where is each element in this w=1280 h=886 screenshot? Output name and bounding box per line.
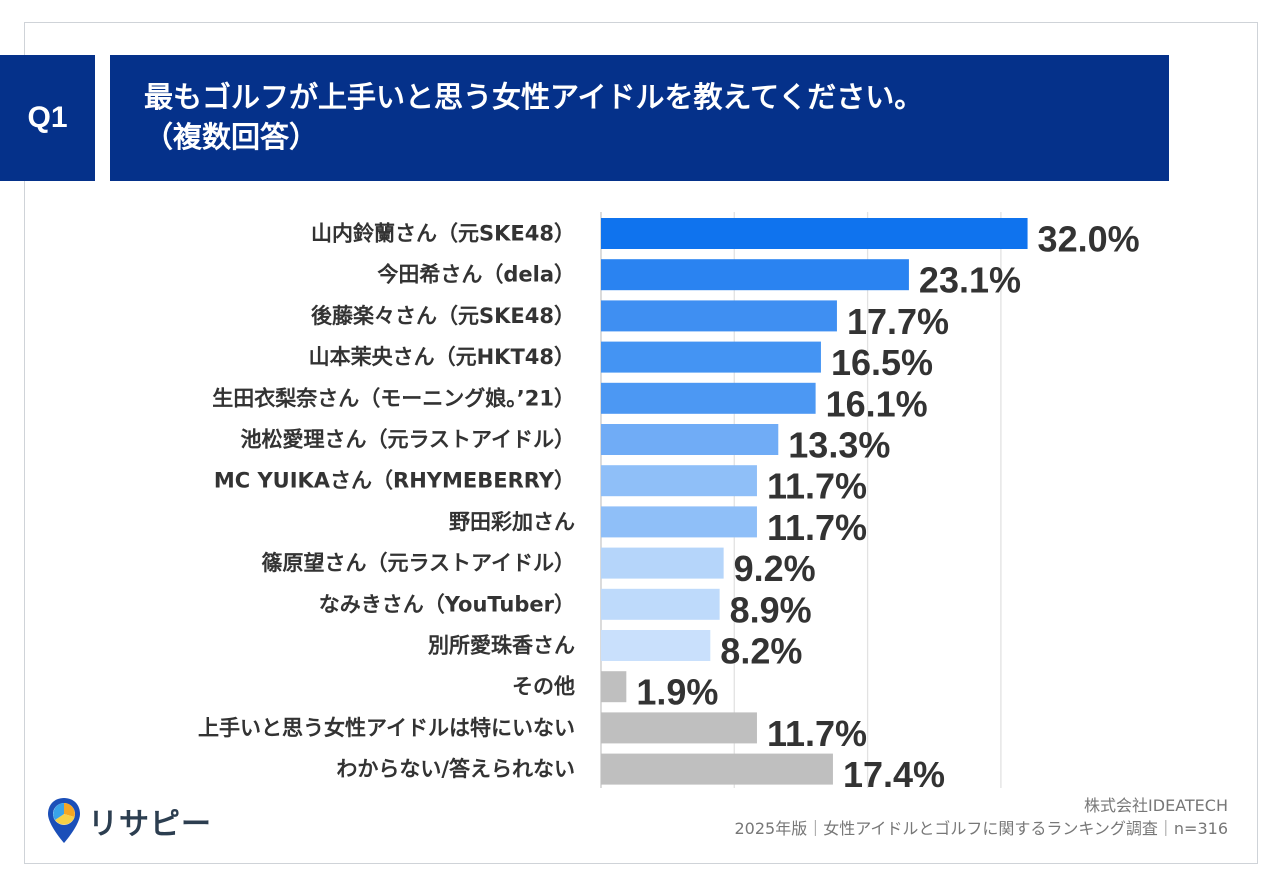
- category-label: 今田希さん（dela）: [377, 263, 575, 287]
- bar: [601, 547, 724, 579]
- value-label: 32.0%: [1038, 219, 1140, 260]
- logo-pin-icon: [48, 798, 80, 843]
- category-label: 野田彩加さん: [449, 510, 575, 534]
- category-label: わからない/答えられない: [336, 757, 575, 781]
- category-label: 生田衣梨奈さん（モーニング娘。’21）: [212, 386, 575, 410]
- category-label: 山本茉央さん（元HKT48）: [309, 345, 575, 369]
- value-label: 11.7%: [767, 466, 867, 507]
- category-label: 別所愛珠香さん: [428, 634, 575, 658]
- bar: [601, 218, 1028, 249]
- category-label: 池松愛理さん（元ラストアイドル）: [240, 428, 575, 452]
- value-label: 17.4%: [843, 754, 945, 795]
- bar: [601, 300, 837, 332]
- value-label: 9.2%: [734, 548, 816, 589]
- category-label: MC YUIKAさん（RHYMEBERRY）: [214, 469, 575, 493]
- value-label: 11.7%: [767, 713, 867, 754]
- category-label: 後藤楽々さん（元SKE48）: [311, 304, 575, 328]
- bar: [601, 341, 821, 373]
- question-number-badge: Q1: [0, 55, 95, 181]
- value-label: 8.2%: [720, 631, 802, 672]
- value-label: 16.1%: [826, 383, 928, 424]
- question-title-box: 最もゴルフが上手いと思う女性アイドルを教えてください。 （複数回答）: [110, 55, 1169, 181]
- category-label: その他: [512, 675, 575, 699]
- bar: [601, 465, 757, 497]
- bar: [601, 588, 720, 620]
- value-label: 1.9%: [636, 672, 718, 713]
- category-label: 篠原望さん（元ラストアイドル）: [261, 551, 575, 575]
- bar: [601, 424, 779, 455]
- category-label: なみきさん（YouTuber）: [319, 592, 575, 616]
- value-label: 8.9%: [730, 589, 812, 630]
- question-note: （複数回答）: [144, 120, 319, 154]
- value-label: 11.7%: [767, 507, 867, 548]
- bar: [601, 506, 757, 538]
- bar: [601, 630, 711, 661]
- company-name: 株式会社IDEATECH: [1084, 796, 1228, 815]
- logo-text: リサピー: [88, 807, 212, 842]
- logo: リサピー: [46, 796, 212, 846]
- bar: [601, 671, 627, 703]
- bar: [601, 753, 833, 785]
- credit: 株式会社IDEATECH 2025年版｜女性アイドルとゴルフに関するランキング調…: [734, 794, 1228, 840]
- survey-note: 2025年版｜女性アイドルとゴルフに関するランキング調査｜n=316: [734, 819, 1228, 838]
- category-label: 上手いと思う女性アイドルは特にいない: [198, 716, 575, 740]
- bar: [601, 259, 909, 291]
- bar: [601, 712, 757, 744]
- bar: [601, 382, 816, 414]
- value-label: 13.3%: [788, 425, 890, 466]
- question-title: 最もゴルフが上手いと思う女性アイドルを教えてください。: [144, 80, 924, 114]
- category-label: 山内鈴蘭さん（元SKE48）: [311, 222, 575, 246]
- value-label: 16.5%: [831, 342, 933, 383]
- question-number: Q1: [27, 101, 68, 134]
- value-label: 17.7%: [847, 301, 949, 342]
- value-label: 23.1%: [919, 260, 1021, 301]
